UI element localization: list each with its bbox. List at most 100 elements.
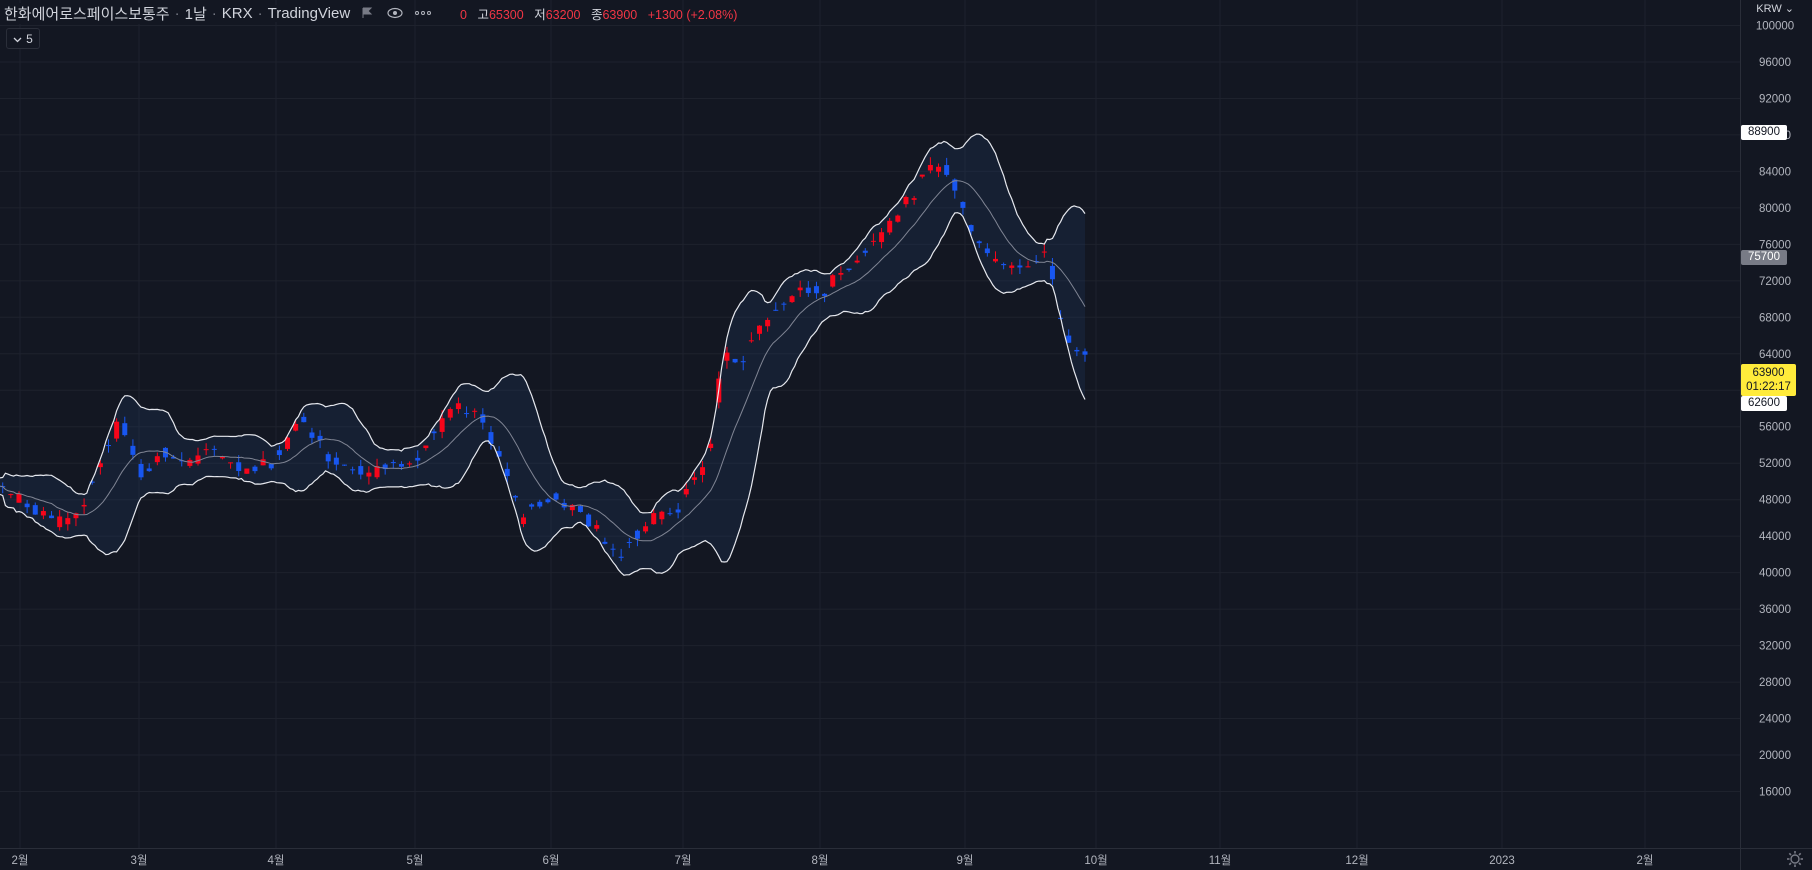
candle-body — [797, 287, 803, 291]
time-tick-label: 6월 — [543, 854, 560, 867]
candle-body — [870, 240, 876, 242]
candle-body — [447, 409, 453, 418]
eye-icon[interactable] — [384, 3, 406, 23]
price-tick-label: 64000 — [1759, 349, 1791, 361]
candle-body — [1001, 264, 1007, 266]
symbol-name[interactable]: 한화에어로스페이스보통주 — [4, 2, 170, 24]
time-tick-label: 3월 — [131, 854, 148, 867]
time-tick-label: 12월 — [1345, 854, 1368, 867]
candle-body — [81, 504, 87, 507]
settings-gear-icon[interactable] — [1786, 850, 1804, 868]
time-tick-label: 2023 — [1489, 855, 1515, 867]
candle-body — [24, 503, 30, 508]
candle-body — [268, 464, 274, 469]
price-tick-label: 40000 — [1759, 568, 1791, 580]
candle-body — [228, 462, 234, 464]
candle-body — [325, 454, 331, 462]
candle-body — [504, 468, 510, 477]
candle-body — [569, 504, 575, 511]
lower-band-price-label: 62600 — [1741, 396, 1787, 411]
candle-body — [154, 456, 160, 463]
price-tick-label: 52000 — [1759, 458, 1791, 470]
change-value: +1300 (+2.08%) — [647, 8, 738, 22]
last-price-label: 63900 01:22:17 — [1741, 364, 1796, 396]
upper-band-price-label: 88900 — [1741, 125, 1787, 140]
candle-body — [651, 513, 657, 525]
candle-body — [16, 493, 22, 503]
candle-body — [846, 268, 852, 271]
price-tick-label: 72000 — [1759, 276, 1791, 288]
time-tick-label: 10월 — [1084, 854, 1107, 867]
candle-body — [952, 179, 958, 191]
candle-body — [724, 352, 730, 361]
bollinger-lower-band — [0, 212, 1086, 576]
candle-body — [553, 493, 559, 500]
exchange-label: KRX — [221, 4, 253, 22]
interval-label[interactable]: 1날 — [184, 2, 207, 24]
candle-body — [488, 432, 494, 444]
candle-body — [236, 462, 242, 471]
candle-body — [895, 215, 901, 222]
separator: · — [211, 4, 217, 22]
candle-body — [114, 421, 120, 439]
currency-label: KRW — [1756, 3, 1782, 15]
candle-body — [49, 515, 55, 519]
candle-body — [740, 361, 746, 363]
bollinger-upper-band — [0, 133, 1086, 514]
candle-body — [521, 517, 527, 525]
currency-selector[interactable]: KRW ⌄ — [1756, 2, 1794, 15]
candle-body — [32, 505, 38, 515]
candle-body — [887, 220, 893, 233]
candle-body — [252, 466, 258, 472]
candle-body — [1033, 261, 1039, 263]
candle-body — [398, 463, 404, 467]
candle-body — [537, 501, 543, 507]
high-label: 고 — [477, 8, 489, 22]
separator: · — [257, 4, 263, 22]
candle-body — [781, 303, 787, 305]
price-tick-label: 48000 — [1759, 495, 1791, 507]
candle-body — [911, 198, 917, 200]
candle-body — [40, 511, 46, 516]
price-tick-label: 80000 — [1759, 203, 1791, 215]
candle-body — [146, 468, 152, 472]
candle-body — [643, 526, 649, 532]
price-tick-label: 32000 — [1759, 641, 1791, 653]
last-price-value: 63900 — [1752, 367, 1785, 379]
candle-body — [464, 413, 470, 415]
candle-body — [862, 250, 868, 253]
time-tick-label: 2월 — [1637, 854, 1654, 867]
indicators-toggle-button[interactable]: 5 — [6, 28, 40, 49]
candle-body — [708, 443, 714, 448]
candle-body — [691, 477, 697, 480]
flag-icon[interactable] — [356, 3, 378, 23]
more-options-icon[interactable] — [412, 3, 434, 23]
candle-body — [675, 509, 681, 513]
candle-body — [919, 174, 925, 177]
candle-body — [854, 260, 860, 263]
candle-body — [765, 319, 771, 327]
price-tick-label: 100000 — [1756, 21, 1794, 33]
candle-body — [512, 495, 518, 498]
candle-body — [984, 248, 990, 254]
candle-body — [195, 455, 201, 464]
candle-body — [1025, 266, 1031, 268]
candle-body — [822, 293, 828, 297]
candle-body — [773, 309, 779, 311]
candle-body — [577, 506, 583, 513]
candle-body — [358, 466, 364, 475]
candle-body — [219, 456, 225, 459]
candle-body — [382, 464, 388, 470]
candle-body — [610, 548, 616, 550]
price-tick-label: 84000 — [1759, 166, 1791, 178]
candle-body — [805, 287, 811, 294]
candle-body — [276, 450, 282, 456]
candle-body — [8, 494, 14, 496]
chart-header: 한화에어로스페이스보통주 · 1날 · KRX · TradingView — [4, 2, 434, 24]
candle-body — [1066, 335, 1072, 343]
time-tick-label: 5월 — [407, 854, 424, 867]
bar-countdown: 01:22:17 — [1746, 381, 1791, 393]
middle-band-price-label: 75700 — [1741, 250, 1787, 265]
